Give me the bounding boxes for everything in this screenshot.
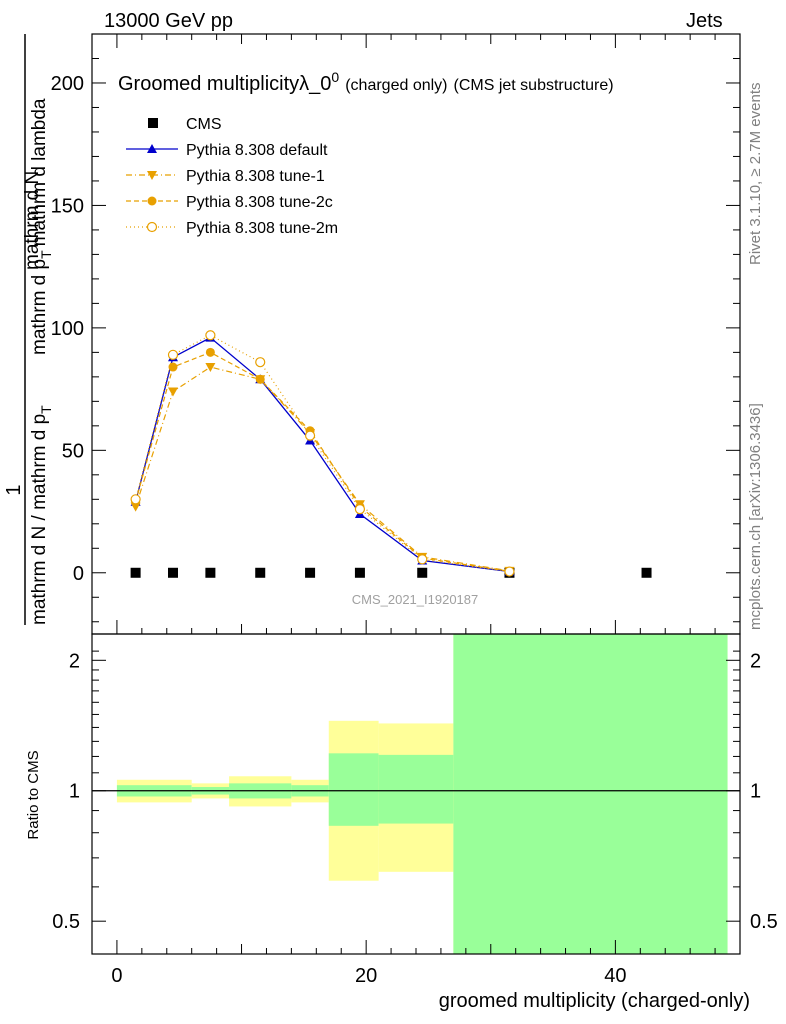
- ratio-ytick-label-right: 1: [750, 781, 761, 803]
- series-0-point-8: [641, 567, 652, 578]
- legend-marker-tune-2c: [147, 196, 157, 206]
- legend-label-tune-2c: Pythia 8.308 tune-2c: [186, 194, 333, 211]
- series-4-point-4: [304, 430, 316, 441]
- series-2-point-1: [168, 387, 178, 397]
- analysis-watermark: CMS_2021_I1920187: [352, 592, 479, 607]
- ratio-ylabel: Ratio to CMS: [25, 750, 42, 839]
- series-4-point-1: [167, 349, 179, 360]
- ratio-ytick-label-left: 1: [69, 781, 80, 803]
- ylabel-denominator: mathrm d N / mathrm d pT: [29, 405, 54, 625]
- ratio-band-inner-4: [328, 753, 379, 826]
- legend-marker-default: [147, 144, 157, 153]
- rivet-version-note: Rivet 3.1.10, ≥ 2.7M events: [747, 83, 764, 266]
- series-0-point-6: [417, 567, 428, 578]
- main-ytick-label: 0: [73, 563, 84, 585]
- ylabel-inner-fraction-numerator: mathrm d N: [22, 171, 43, 270]
- ratio-bands: [116, 634, 728, 954]
- ratio-band-inner-6: [453, 634, 728, 954]
- axis-ticks: 0 50 100 150 200 0 20 40 0.5 0.5 1 1 2 2: [51, 33, 778, 987]
- legend-marker-cms: [148, 118, 158, 128]
- xtick-label: 20: [355, 965, 377, 987]
- legend-marker-tune-2m: [146, 221, 158, 233]
- series-0-point-3: [255, 567, 266, 578]
- legend-label-cms: CMS: [186, 116, 222, 133]
- series-3-point-1: [168, 362, 178, 372]
- legend-label-tune-2m: Pythia 8.308 tune-2m: [186, 220, 338, 237]
- series-4-point-0: [130, 494, 141, 505]
- ratio-ytick-label-right: 2: [750, 650, 761, 672]
- series-0-point-0: [130, 567, 141, 578]
- main-ytick-label: 50: [62, 440, 84, 462]
- ratio-ytick-label-left: 2: [69, 650, 80, 672]
- ratio-panel-frame: [91, 633, 741, 955]
- legend-label-tune-1: Pythia 8.308 tune-1: [186, 168, 325, 185]
- series-line-4: [135, 334, 510, 573]
- main-ytick-label: 150: [51, 195, 84, 217]
- series-line-3: [135, 351, 510, 572]
- ylabel-inner-fraction-denominator: mathrm d pTmathrm d lambda: [29, 98, 54, 355]
- series-4-point-6: [417, 554, 428, 565]
- series-0-point-4: [305, 567, 316, 578]
- main-ytick-label: 100: [51, 318, 84, 340]
- legend: CMS Pythia 8.308 default Pythia 8.308 tu…: [126, 116, 338, 237]
- series-3-point-3: [255, 374, 265, 384]
- series-4-point-2: [205, 330, 216, 341]
- xtick-label: 40: [604, 965, 626, 987]
- series-3-point-2: [205, 347, 215, 357]
- series-0-point-2: [205, 567, 216, 578]
- main-curves: [130, 330, 652, 578]
- ratio-ytick-label-right: 0.5: [750, 911, 778, 933]
- xaxis-label: groomed multiplicity (charged-only): [439, 990, 750, 1012]
- series-0-point-5: [354, 567, 365, 578]
- series-4-point-7: [504, 566, 515, 577]
- ratio-band-inner-5: [378, 754, 454, 824]
- main-ytick-label: 200: [51, 73, 84, 95]
- xtick-label: 0: [111, 965, 122, 987]
- series-2-point-2: [205, 363, 216, 373]
- main-ylabel: 1 mathrm d N / mathrm d pT mathrm d pTma…: [3, 34, 54, 625]
- ratio-ytick-label-left: 0.5: [52, 911, 80, 933]
- chart-title: Groomed multiplicityλ_00 (charged only) (C…: [118, 69, 614, 95]
- series-0-point-1: [168, 567, 178, 578]
- series-line-1: [134, 336, 510, 573]
- series-4-point-3: [255, 357, 266, 368]
- legend-label-default: Pythia 8.308 default: [186, 142, 328, 159]
- series-4-point-5: [354, 504, 366, 515]
- header-process-label: Jets: [686, 10, 723, 32]
- legend-marker-tune-1: [147, 171, 157, 180]
- series-line-2: [135, 366, 510, 572]
- mcplots-credit: mcplots.cern.ch [arXiv:1306.3436]: [747, 403, 764, 630]
- ylabel-numerator-one: 1: [3, 484, 25, 495]
- header-energy-label: 13000 GeV pp: [104, 10, 233, 32]
